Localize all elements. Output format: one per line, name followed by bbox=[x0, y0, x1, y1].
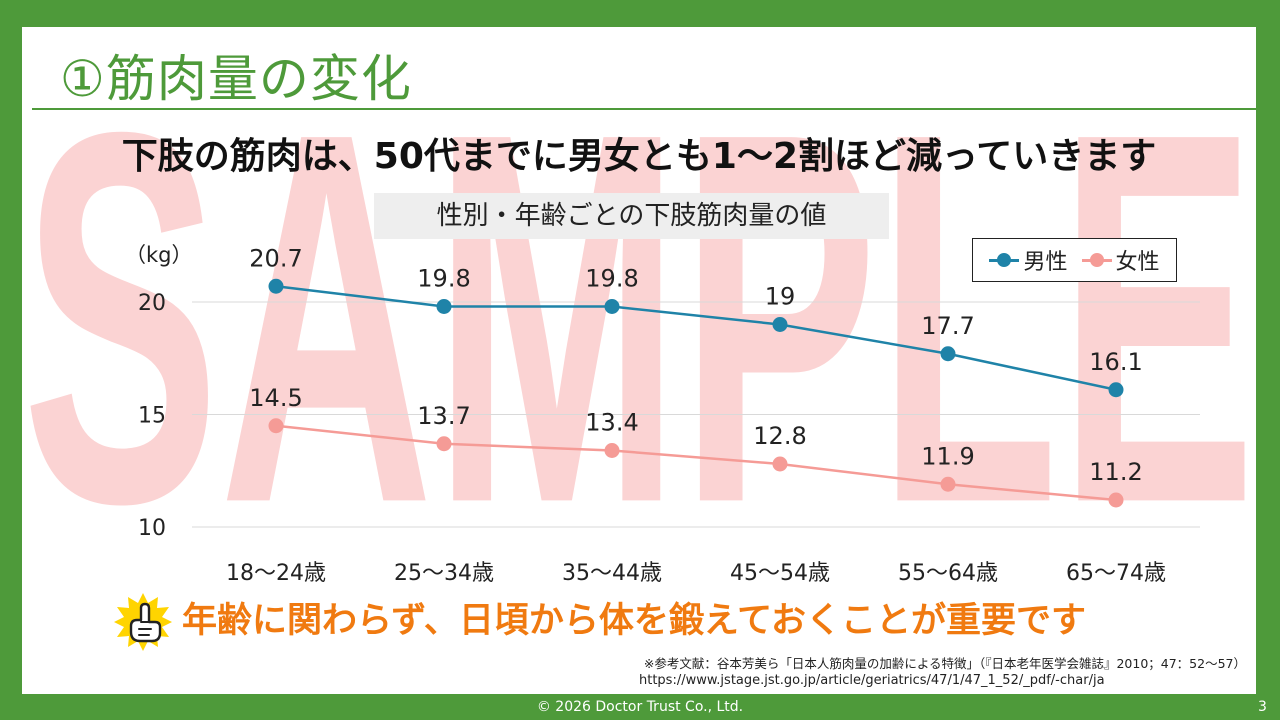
svg-text:SAMPLE: SAMPLE bbox=[22, 27, 1256, 612]
copyright-footer: © 2026 Doctor Trust Co., Ltd. bbox=[536, 699, 744, 715]
data-point bbox=[436, 436, 452, 452]
legend-label-male: 男性 bbox=[1023, 250, 1068, 275]
data-label: 19 bbox=[765, 283, 796, 311]
data-point bbox=[268, 418, 284, 434]
legend-marker-male bbox=[989, 252, 1020, 268]
data-label: 11.9 bbox=[921, 442, 974, 470]
sample-watermark: SAMPLE bbox=[22, 27, 1256, 612]
data-point bbox=[1108, 382, 1124, 398]
chart-legend: 男性 女性 bbox=[972, 238, 1177, 282]
data-point bbox=[436, 299, 452, 314]
x-tick-label: 45～54歳 bbox=[730, 561, 830, 586]
x-tick-label: 35～44歳 bbox=[562, 561, 662, 586]
data-point bbox=[1108, 492, 1124, 508]
reference-url: https://www.jstage.jst.go.jp/article/ger… bbox=[639, 673, 1105, 688]
data-label: 11.2 bbox=[1089, 458, 1142, 486]
data-label: 19.8 bbox=[417, 265, 470, 293]
title-divider bbox=[32, 108, 1256, 110]
data-label: 16.1 bbox=[1089, 348, 1142, 376]
page-title: ①筋肉量の変化 bbox=[60, 50, 412, 108]
reference-citation: ※参考文献：谷本芳美ら「日本人筋肉量の加齢による特徴」（『日本老年医学会雑誌』2… bbox=[643, 656, 1246, 671]
line-chart: 10 15 20 18～24歳 25～34歳 35～44歳 45～54歳 55～64歳 65～7… bbox=[138, 244, 1200, 586]
slide: SAMPLE ①筋肉量の変化 下肢の筋肉は、50代までに男女とも1～2割ほど減っ… bbox=[22, 27, 1256, 694]
data-label: 12.8 bbox=[753, 422, 806, 450]
chart-title: 性別・年齢ごとの下肢筋肉量の値 bbox=[374, 193, 889, 239]
y-axis-unit: （kg） bbox=[125, 243, 193, 267]
pointing-hand-icon bbox=[114, 593, 172, 651]
data-point bbox=[268, 278, 284, 294]
y-tick-label: 20 bbox=[138, 291, 166, 316]
legend-marker-female bbox=[1081, 252, 1112, 268]
data-label: 14.5 bbox=[249, 384, 302, 412]
data-label: 13.7 bbox=[417, 402, 470, 430]
legend-label-female: 女性 bbox=[1115, 250, 1160, 275]
y-tick-label: 10 bbox=[138, 516, 166, 541]
page-number: 3 bbox=[1258, 699, 1267, 715]
key-message: 年齢に関わらず、日頃から体を鍛えておくことが重要です bbox=[182, 601, 1087, 641]
x-tick-label: 55～64歳 bbox=[898, 561, 998, 586]
data-label: 13.4 bbox=[585, 409, 638, 437]
data-point bbox=[772, 456, 788, 472]
x-tick-label: 25～34歳 bbox=[394, 561, 494, 586]
data-point bbox=[940, 346, 956, 362]
x-tick-label: 18～24歳 bbox=[226, 561, 326, 586]
headline: 下肢の筋肉は、50代までに男女とも1～2割ほど減っていきます bbox=[121, 136, 1157, 177]
data-point bbox=[940, 476, 956, 492]
data-point bbox=[604, 443, 620, 458]
data-point bbox=[604, 299, 620, 314]
x-tick-label: 65～74歳 bbox=[1066, 561, 1166, 586]
data-label: 17.7 bbox=[921, 312, 974, 340]
legend-item-female: 女性 bbox=[1081, 244, 1160, 276]
data-label: 20.7 bbox=[249, 244, 302, 272]
y-tick-label: 15 bbox=[138, 404, 166, 429]
data-label: 19.8 bbox=[585, 265, 638, 293]
series-line-male bbox=[275, 285, 1117, 391]
data-point bbox=[772, 317, 788, 332]
legend-item-male: 男性 bbox=[989, 244, 1068, 276]
series-line-female bbox=[275, 424, 1117, 502]
